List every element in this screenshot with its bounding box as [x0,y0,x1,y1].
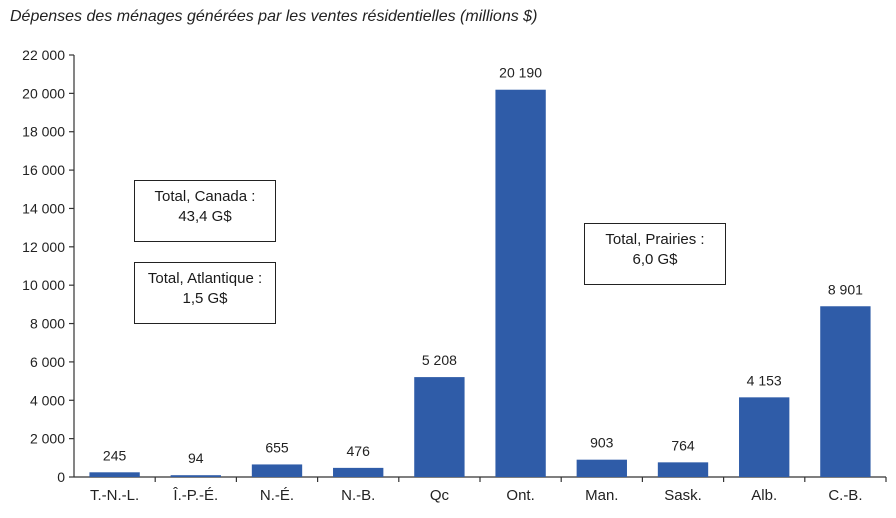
y-tick-label: 18 000 [22,124,65,140]
y-tick-label: 12 000 [22,239,65,255]
x-tick-label: Sask. [664,487,702,504]
x-tick-label: Qc [430,487,450,504]
bar [820,306,871,477]
annotation-line: 1,5 G$ [182,290,228,307]
x-tick-label: C.-B. [828,487,862,504]
annotation-line: Total, Canada : [154,188,256,205]
bar [333,467,384,477]
data-label: 8 901 [828,281,863,297]
y-tick-label: 22 000 [22,47,65,63]
bar [89,472,140,477]
data-label: 94 [188,450,204,466]
chart-title: Dépenses des ménages générées par les ve… [10,8,538,25]
x-tick-label: T.-N.-L. [90,487,139,504]
y-tick-label: 14 000 [22,200,65,216]
x-tick-label: N.-É. [260,487,294,504]
x-tick-label: N.-B. [341,487,375,504]
data-label: 903 [590,435,614,451]
bar [170,475,221,477]
data-label: 20 190 [499,65,542,81]
bar [495,89,546,478]
data-label: 655 [265,439,289,455]
annotation-line: 6,0 G$ [632,251,678,268]
data-label: 5 208 [422,352,457,368]
bar [251,464,303,477]
x-tick-label: Ont. [506,487,534,504]
y-tick-label: 4 000 [30,392,65,408]
annotation-line: Total, Prairies : [605,231,705,248]
annotation-line: 43,4 G$ [178,208,232,225]
y-tick-label: 16 000 [22,162,65,178]
bar [576,459,627,477]
x-tick-label: Man. [585,487,618,504]
bar [657,462,709,477]
data-label: 4 153 [747,372,782,388]
y-tick-label: 20 000 [22,85,65,101]
y-tick-label: 10 000 [22,277,65,293]
annotation-total-canada: Total, Canada : 43,4 G$ [134,180,276,242]
bar [739,397,790,477]
annotation-line: Total, Atlantique : [147,270,263,287]
y-tick-label: 0 [57,469,65,485]
data-label: 245 [103,447,127,463]
y-tick-label: 2 000 [30,431,65,447]
y-tick-label: 8 000 [30,316,65,332]
bar [414,377,465,477]
data-label: 764 [671,437,695,453]
x-tick-label: Alb. [751,487,777,504]
data-label: 476 [347,443,371,459]
annotation-total-atlantique: Total, Atlantique : 1,5 G$ [134,262,276,324]
x-tick-label: Î.-P.-É. [172,487,218,504]
y-tick-label: 6 000 [30,354,65,370]
annotation-total-prairies: Total, Prairies : 6,0 G$ [584,223,726,285]
